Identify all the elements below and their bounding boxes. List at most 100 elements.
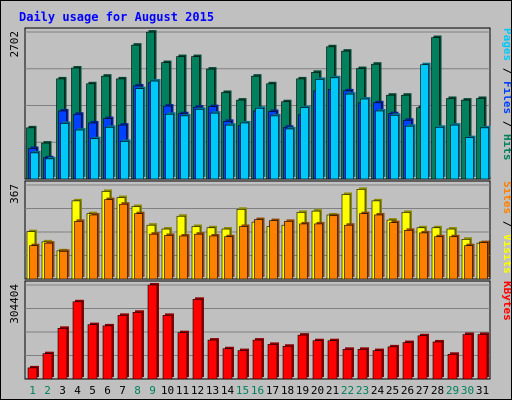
- bar-sites-day-19: [299, 221, 310, 280]
- bar-pages-day-7: [120, 139, 131, 180]
- bar-pages-day-9-face: [150, 80, 159, 180]
- bar-sites-day-31-face: [479, 242, 488, 280]
- bar-kbytes-day-6-face: [102, 325, 113, 380]
- legend: KBytes: [501, 281, 511, 321]
- bar-kbytes-day-10: [162, 313, 174, 380]
- bar-sites-day-4: [74, 219, 85, 280]
- bar-sites-day-18: [284, 219, 295, 280]
- xtick-day-2: 2: [44, 384, 51, 397]
- bar-sites-day-9: [149, 232, 160, 280]
- bar-pages-day-5-face: [90, 138, 99, 180]
- bar-pages-day-27: [420, 62, 431, 180]
- bar-kbytes-day-26-face: [402, 342, 413, 380]
- bar-pages-day-9: [150, 79, 161, 180]
- bar-pages-day-4: [75, 128, 86, 180]
- bar-sites-day-27-face: [419, 232, 428, 280]
- bar-kbytes-day-21-face: [327, 340, 338, 380]
- bar-pages-day-5: [90, 136, 101, 180]
- xtick-day-24: 24: [371, 384, 385, 397]
- bar-sites-day-10-face: [164, 235, 173, 280]
- xtick-day-15: 15: [236, 384, 249, 397]
- bar-sites-day-6-face: [104, 199, 113, 280]
- legend-visits: Visits: [501, 234, 511, 274]
- bar-pages-day-6: [105, 125, 116, 180]
- bar-kbytes-day-12-face: [192, 299, 203, 380]
- xtick-day-27: 27: [416, 384, 429, 397]
- bar-pages-day-28: [435, 125, 446, 180]
- bar-kbytes-day-21: [327, 338, 339, 380]
- bar-sites-day-3: [59, 249, 70, 280]
- bar-kbytes-day-28: [432, 339, 444, 380]
- bar-pages-day-12: [195, 107, 206, 180]
- bar-sites-day-23: [359, 211, 370, 280]
- bar-sites-day-25: [389, 220, 400, 280]
- bar-sites-day-15-face: [239, 226, 248, 280]
- bar-kbytes-day-31-face: [477, 334, 488, 380]
- bar-kbytes-day-14-face: [222, 348, 233, 380]
- bar-sites-day-4-face: [74, 221, 83, 280]
- bar-sites-day-18-face: [284, 221, 293, 280]
- bar-sites-day-28: [434, 234, 445, 280]
- legend-kbytes: KBytes: [501, 281, 511, 321]
- bar-sites-day-26-face: [404, 230, 413, 280]
- bar-kbytes-day-18: [282, 344, 294, 380]
- bar-sites-day-13-face: [209, 235, 218, 280]
- bar-kbytes-day-23: [357, 347, 369, 380]
- bar-kbytes-day-14: [222, 346, 234, 380]
- bar-kbytes-day-25-face: [387, 346, 398, 380]
- xtick-day-12: 12: [191, 384, 204, 397]
- bar-kbytes-day-2: [42, 351, 54, 380]
- xtick-day-5: 5: [89, 384, 96, 397]
- bar-sites-day-1: [29, 243, 40, 280]
- xtick-day-3: 3: [59, 384, 66, 397]
- xtick-day-18: 18: [281, 384, 294, 397]
- bar-kbytes-day-17-face: [267, 344, 278, 380]
- bar-pages-day-4-face: [75, 129, 84, 180]
- bar-sites-day-2-face: [44, 242, 53, 280]
- legend: Pages / Files / Hits: [501, 28, 511, 161]
- bar-kbytes-day-7: [117, 313, 129, 380]
- bar-pages-day-16-face: [255, 107, 264, 180]
- ytick-max: 367: [8, 184, 21, 204]
- legend-separator: /: [501, 61, 511, 81]
- bar-kbytes-day-10-face: [162, 315, 173, 380]
- xtick-day-14: 14: [221, 384, 235, 397]
- bar-kbytes-day-5-face: [87, 324, 98, 380]
- xtick-day-30: 30: [461, 384, 474, 397]
- bar-kbytes-day-1: [27, 365, 39, 380]
- bar-kbytes-day-20-face: [312, 340, 323, 380]
- bar-pages-day-21: [330, 75, 341, 180]
- bar-kbytes-day-19: [297, 333, 309, 380]
- xtick-day-28: 28: [431, 384, 444, 397]
- bar-kbytes-day-2-face: [42, 353, 53, 380]
- bar-pages-day-10-face: [165, 113, 174, 180]
- bar-pages-day-20: [315, 77, 326, 180]
- xtick-day-7: 7: [119, 384, 126, 397]
- xtick-day-25: 25: [386, 384, 399, 397]
- bar-kbytes-day-30-face: [462, 334, 473, 380]
- bar-pages-day-21-face: [330, 77, 339, 180]
- bar-sites-day-6: [104, 197, 115, 280]
- xtick-day-31: 31: [476, 384, 489, 397]
- bar-kbytes-day-1-face: [27, 367, 38, 380]
- legend-hits: Hits: [501, 134, 511, 161]
- bar-kbytes-day-6: [102, 323, 114, 380]
- panel-2: 367 Sites / Visits: [8, 180, 512, 280]
- bar-sites-day-25-face: [389, 222, 398, 280]
- bar-pages-day-20-face: [315, 79, 324, 180]
- bar-pages-day-13: [210, 111, 221, 180]
- bar-sites-day-14-face: [224, 236, 233, 280]
- bar-pages-day-27-face: [420, 64, 429, 180]
- xtick-day-19: 19: [296, 384, 309, 397]
- bar-kbytes-day-31: [477, 332, 489, 380]
- xtick-day-4: 4: [74, 384, 81, 397]
- bar-pages-day-15: [240, 120, 251, 180]
- bar-kbytes-day-16-face: [252, 339, 263, 380]
- bar-sites-day-12: [194, 232, 205, 280]
- bar-sites-day-28-face: [434, 236, 443, 280]
- ytick-max: 304404: [8, 284, 21, 324]
- xtick-day-21: 21: [326, 384, 339, 397]
- bar-sites-day-9-face: [149, 233, 158, 280]
- bar-pages-day-8-face: [135, 88, 144, 180]
- bar-pages-day-19-face: [300, 107, 309, 180]
